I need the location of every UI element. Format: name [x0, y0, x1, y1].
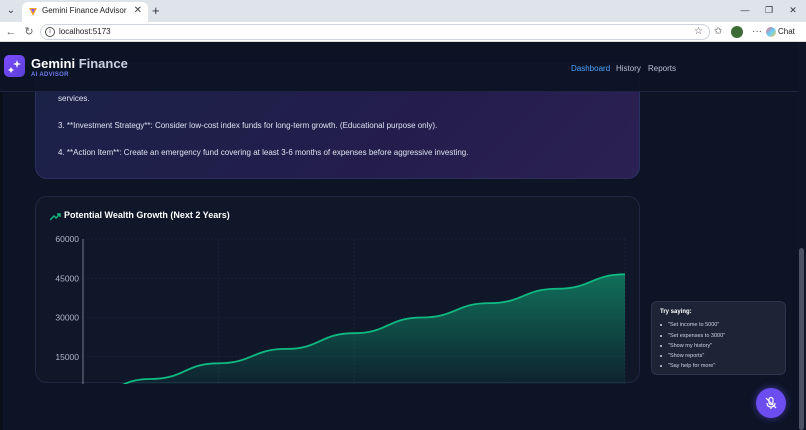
- copilot-icon: [766, 26, 776, 37]
- hint-item: "Show reports": [660, 353, 704, 359]
- hint-item: "Say help for more": [660, 363, 715, 369]
- scrollbar-track[interactable]: [798, 43, 806, 430]
- scrollbar-thumb[interactable]: [799, 248, 804, 430]
- more-menu-icon[interactable]: ···: [752, 26, 762, 37]
- browser-toolbar: ← ↻ i localhost:5173 ☆ ✩ ···: [0, 22, 806, 42]
- y-tick-label: 45000: [55, 273, 79, 283]
- browser-tabbar: ⌄ Gemini Finance Advisor ✕ + — ❐ ✕: [0, 0, 806, 22]
- hint-item: "Set expenses to 3000": [660, 333, 725, 339]
- advice-line: 3. **Investment Strategy**: Consider low…: [58, 121, 438, 130]
- address-bar[interactable]: i localhost:5173 ☆: [40, 24, 710, 40]
- y-tick-label: 60000: [55, 234, 79, 244]
- chat-button[interactable]: Chat: [766, 24, 804, 40]
- app-viewport: services. 3. **Investment Strategy**: Co…: [0, 43, 806, 430]
- hints-title: Try saying:: [660, 309, 692, 315]
- favorites-icon[interactable]: ✩: [714, 26, 723, 37]
- sparkles-logo-icon: [4, 55, 25, 77]
- y-tick-label: 30000: [55, 313, 79, 323]
- wealth-growth-chart: 015000300004500060000Now6M1Y2Y: [55, 234, 626, 384]
- new-tab-icon[interactable]: +: [152, 3, 160, 18]
- back-icon[interactable]: ←: [5, 26, 17, 38]
- voice-hints-panel: Try saying: "Set income to 5000" "Set ex…: [651, 301, 786, 375]
- minimize-icon[interactable]: —: [740, 5, 750, 15]
- trending-up-icon: [50, 213, 61, 221]
- close-window-icon[interactable]: ✕: [789, 5, 797, 15]
- chart-title: Potential Wealth Growth (Next 2 Years): [64, 210, 230, 220]
- hint-item: "Show my history": [660, 343, 712, 349]
- wealth-series-line: [122, 273, 626, 384]
- tab-list-icon[interactable]: ⌄: [6, 5, 16, 16]
- wealth-area-fill: [124, 274, 625, 384]
- mic-off-icon: [765, 396, 777, 409]
- reload-icon[interactable]: ↻: [24, 26, 34, 38]
- brand-title: Gemini Finance: [31, 56, 128, 71]
- hint-item: "Set income to 5000": [660, 322, 719, 328]
- mic-off-button[interactable]: [756, 388, 786, 418]
- wealth-growth-card: Potential Wealth Growth (Next 2 Years) 0…: [35, 196, 640, 384]
- y-tick-label: 15000: [55, 352, 79, 362]
- tab-title: Gemini Finance Advisor: [42, 6, 127, 15]
- nav-history[interactable]: History: [616, 64, 641, 73]
- profile-avatar[interactable]: [731, 26, 743, 38]
- nav-dashboard[interactable]: Dashboard: [571, 64, 611, 73]
- url-text[interactable]: localhost:5173: [59, 27, 111, 36]
- chat-label: Chat: [778, 27, 795, 36]
- close-tab-icon[interactable]: ✕: [133, 5, 142, 16]
- advice-line: services.: [58, 94, 90, 103]
- advice-line: 4. **Action Item**: Create an emergency …: [58, 148, 469, 157]
- restore-icon[interactable]: ❐: [764, 5, 774, 15]
- brand-subtitle: AI ADVISOR: [31, 72, 69, 78]
- site-info-icon[interactable]: i: [45, 27, 55, 37]
- browser-tab[interactable]: Gemini Finance Advisor ✕: [22, 2, 148, 22]
- vite-favicon-icon: [29, 8, 37, 16]
- nav-reports[interactable]: Reports: [648, 64, 677, 73]
- bookmark-star-icon[interactable]: ☆: [694, 26, 703, 37]
- app-header: Gemini Finance AI ADVISOR Dashboard Hist…: [0, 43, 806, 92]
